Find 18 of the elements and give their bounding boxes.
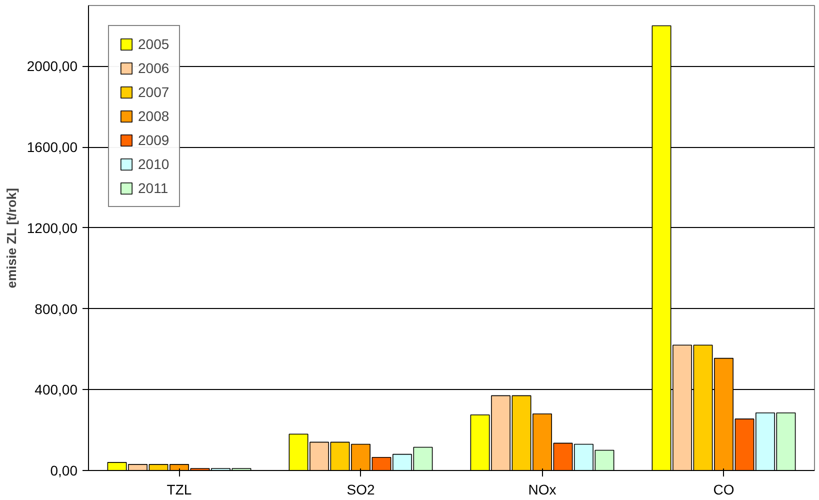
legend-label: 2006 <box>138 60 170 76</box>
y-tick-label: 2000,00 <box>26 58 78 74</box>
x-tick-label: TZL <box>166 482 192 498</box>
y-axis-title: emisie ZL [t/rok] <box>4 188 19 288</box>
x-tick-label: SO2 <box>346 482 375 498</box>
y-tick-label: 0,00 <box>50 462 78 478</box>
y-tick-label: 1200,00 <box>26 220 78 236</box>
x-tick-label: CO <box>713 482 734 498</box>
y-tick-label: 1600,00 <box>26 139 78 156</box>
legend-label: 2008 <box>138 108 170 124</box>
legend-label: 2010 <box>138 156 170 172</box>
legend-label: 2009 <box>138 132 170 148</box>
legend-label: 2005 <box>138 36 170 52</box>
x-tick-label: NOx <box>528 482 556 498</box>
y-tick-label: 800,00 <box>34 300 78 317</box>
legend-label: 2011 <box>138 180 168 196</box>
legend-label: 2007 <box>138 84 170 100</box>
y-tick-label: 400,00 <box>34 382 78 398</box>
